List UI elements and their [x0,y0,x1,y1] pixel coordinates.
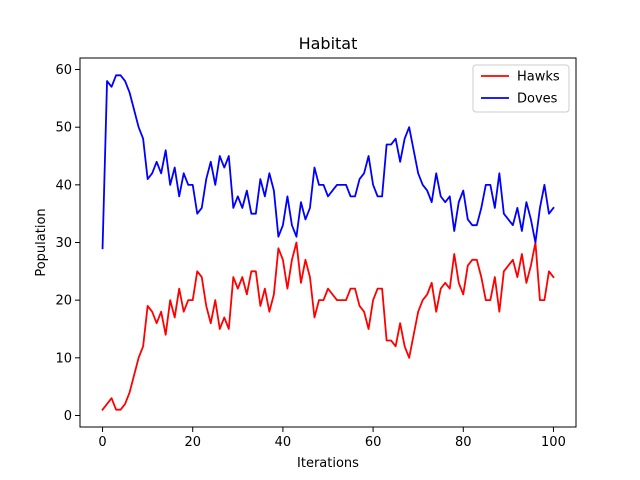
chart-title: Habitat [299,34,358,53]
legend-label-doves: Doves [517,92,558,107]
x-tick-label: 100 [541,435,566,450]
x-tick-label: 40 [275,435,292,450]
y-tick-label: 10 [55,351,72,366]
y-tick-label: 50 [55,121,72,136]
series-layer [101,74,555,411]
x-tick-label: 60 [365,435,382,450]
y-tick-label: 20 [55,294,72,309]
y-tick-label: 30 [55,236,72,251]
x-axis: 0 20 40 60 80 100 [98,427,566,450]
legend: Hawks Doves [472,64,570,113]
y-tick-label: 0 [64,409,72,424]
y-axis-label: Population [34,208,49,276]
x-tick-label: 20 [184,435,201,450]
y-tick-label: 40 [55,178,72,193]
y-tick-label: 60 [55,63,72,78]
y-axis: 0 10 20 30 40 50 60 [55,63,80,424]
x-tick-label: 80 [455,435,472,450]
series-line-hawks [101,241,555,411]
x-axis-label: Iterations [297,456,359,471]
series-line-doves [101,74,555,250]
legend-label-hawks: Hawks [517,70,560,85]
x-tick-label: 0 [98,435,106,450]
